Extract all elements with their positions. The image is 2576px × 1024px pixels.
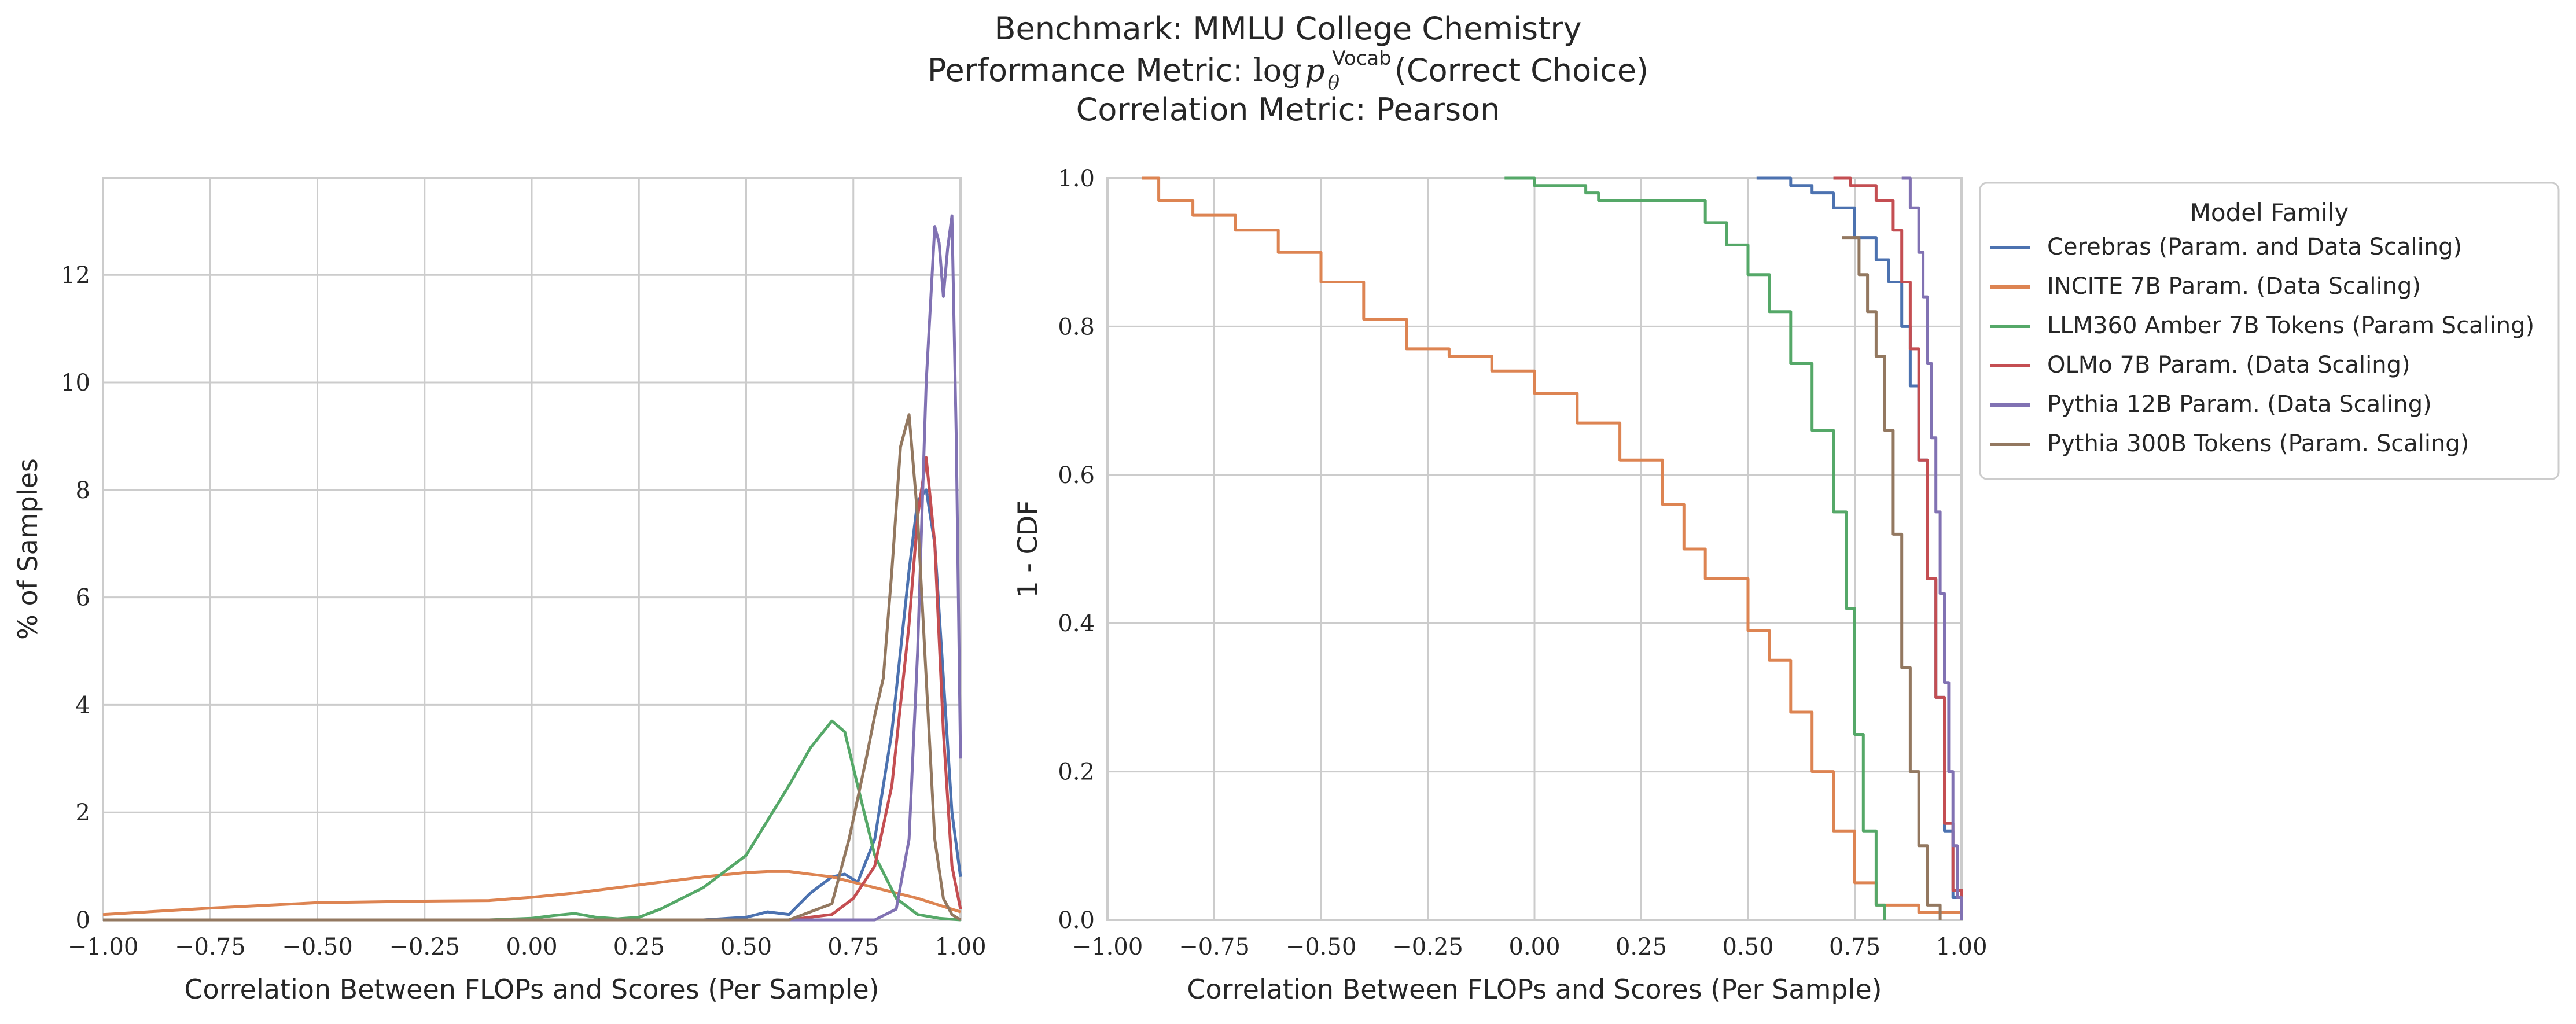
title-line-1: Benchmark: MMLU College Chemistry bbox=[994, 10, 1581, 47]
legend-label: INCITE 7B Param. (Data Scaling) bbox=[2047, 273, 2421, 300]
cdf-x-tick-label: 0.50 bbox=[1722, 934, 1773, 960]
figure-title: Benchmark: MMLU College Chemistry Perfor… bbox=[928, 10, 1648, 128]
cdf-line-incite-7b-param-data-scaling bbox=[1142, 176, 1963, 920]
kde-y-tick-label: 8 bbox=[76, 477, 90, 504]
cdf-x-axis-label: Correlation Between FLOPs and Scores (Pe… bbox=[1187, 974, 1882, 1005]
kde-y-tick-label: 2 bbox=[76, 800, 90, 826]
title-line-3: Correlation Metric: Pearson bbox=[1076, 91, 1500, 128]
cdf-x-tick-label: 1.00 bbox=[1935, 934, 1987, 960]
cdf-x-tick-label: −0.75 bbox=[1179, 934, 1250, 960]
cdf-x-tick-label: 0.00 bbox=[1508, 934, 1560, 960]
kde-series-lines bbox=[102, 214, 962, 922]
legend-item-cerebras-param-and-data-scaling: Cerebras (Param. and Data Scaling) bbox=[1990, 234, 2462, 260]
kde-x-tick-label: −0.25 bbox=[389, 934, 460, 960]
cdf-x-tick-label: 0.25 bbox=[1615, 934, 1667, 960]
kde-x-tick-label: −1.00 bbox=[68, 934, 139, 960]
cdf-x-tick-label: 0.75 bbox=[1829, 934, 1881, 960]
legend-item-olmo-7b-param-data-scaling: OLMo 7B Param. (Data Scaling) bbox=[1990, 352, 2411, 378]
kde-x-tick-label: −0.50 bbox=[282, 934, 353, 960]
legend-label: Pythia 300B Tokens (Param. Scaling) bbox=[2047, 430, 2469, 457]
cdf-line-llm360-amber-7b-tokens-param-scaling bbox=[1504, 176, 1886, 920]
title-line-2-prefix: Performance Metric: bbox=[928, 52, 1253, 89]
cdf-y-tick-label: 0.4 bbox=[1058, 610, 1095, 637]
legend-item-pythia-300b-tokens-param-scaling: Pythia 300B Tokens (Param. Scaling) bbox=[1990, 430, 2469, 457]
kde-x-axis-label: Correlation Between FLOPs and Scores (Pe… bbox=[184, 974, 879, 1005]
title-line-2-sub: θ bbox=[1328, 71, 1339, 94]
cdf-line-olmo-7b-param-data-scaling bbox=[1833, 176, 1963, 920]
kde-x-tick-label: 0.25 bbox=[613, 934, 665, 960]
cdf-y-axis-label: 1 - CDF bbox=[1012, 500, 1043, 598]
kde-y-tick-label: 6 bbox=[76, 585, 90, 612]
title-line-2-arg: (Correct Choice) bbox=[1394, 52, 1648, 89]
legend-items: Cerebras (Param. and Data Scaling) INCITE… bbox=[1990, 234, 2534, 457]
cdf-line-cerebras-param-and-data-scaling bbox=[1756, 176, 1963, 920]
cdf-line-pythia-12b-param-data-scaling bbox=[1901, 176, 1963, 920]
cdf-x-tick-label: −0.25 bbox=[1392, 934, 1463, 960]
title-line-2-p: p bbox=[1305, 52, 1325, 89]
legend: Model Family Cerebras (Param. and Data S… bbox=[1979, 182, 2560, 480]
kde-x-tick-label: 0.50 bbox=[720, 934, 772, 960]
kde-gridlines bbox=[102, 178, 962, 921]
legend-item-llm360-amber-7b-tokens-param-scaling: LLM360 Amber 7B Tokens (Param Scaling) bbox=[1990, 312, 2534, 339]
title-line-2-log: log bbox=[1253, 52, 1302, 89]
kde-line-pythia-300b-tokens-param-scaling bbox=[103, 413, 962, 922]
cdf-series-lines bbox=[1142, 176, 1963, 920]
kde-y-axis-label: % of Samples bbox=[12, 458, 43, 640]
cdf-line-pythia-300b-tokens-param-scaling bbox=[1842, 236, 1942, 920]
kde-y-tick-label: 10 bbox=[61, 370, 90, 396]
cdf-y-tick-label: 0.6 bbox=[1058, 462, 1095, 489]
kde-y-tick-labels: 0 2 4 6 8 10 12 bbox=[61, 262, 90, 934]
cdf-x-tick-labels: −1.00 −0.75 −0.50 −0.25 0.00 0.25 0.50 0.75 1.00 bbox=[1072, 934, 1988, 960]
cdf-y-tick-label: 1.0 bbox=[1058, 165, 1095, 192]
kde-y-tick-label: 0 bbox=[76, 907, 90, 934]
legend-label: LLM360 Amber 7B Tokens (Param Scaling) bbox=[2047, 312, 2534, 339]
legend-label: Cerebras (Param. and Data Scaling) bbox=[2047, 234, 2462, 260]
legend-label: OLMo 7B Param. (Data Scaling) bbox=[2047, 352, 2411, 378]
cdf-x-tick-label: −1.00 bbox=[1072, 934, 1143, 960]
cdf-x-tick-label: −0.50 bbox=[1286, 934, 1357, 960]
kde-panel: −1.00 −0.75 −0.50 −0.25 0.00 0.25 0.50 0.75 1.00… bbox=[12, 177, 987, 1005]
cdf-y-tick-label: 0.8 bbox=[1058, 314, 1095, 340]
kde-line-olmo-7b-param-data-scaling bbox=[103, 456, 962, 922]
legend-title: Model Family bbox=[2190, 198, 2349, 227]
legend-item-incite-7b-param-data-scaling: INCITE 7B Param. (Data Scaling) bbox=[1990, 273, 2421, 300]
kde-x-tick-label: −0.75 bbox=[175, 934, 246, 960]
title-line-2-sup: Vocab bbox=[1332, 47, 1392, 70]
title-line-2: Performance Metric: log p θ Vocab (Corre… bbox=[928, 47, 1648, 94]
legend-label: Pythia 12B Param. (Data Scaling) bbox=[2047, 391, 2432, 418]
kde-y-tick-label: 4 bbox=[76, 692, 90, 719]
legend-frame bbox=[1979, 182, 2560, 480]
legend-item-pythia-12b-param-data-scaling: Pythia 12B Param. (Data Scaling) bbox=[1990, 391, 2432, 418]
cdf-y-tick-label: 0.2 bbox=[1058, 759, 1095, 786]
kde-x-tick-label: 0.00 bbox=[506, 934, 557, 960]
kde-line-pythia-12b-param-data-scaling bbox=[103, 214, 962, 922]
cdf-y-tick-labels: 0.0 0.2 0.4 0.6 0.8 1.0 bbox=[1058, 165, 1095, 934]
kde-x-tick-label: 1.00 bbox=[934, 934, 986, 960]
kde-y-tick-label: 12 bbox=[61, 262, 90, 289]
kde-line-llm360-amber-7b-tokens-param-scaling bbox=[103, 719, 961, 922]
kde-x-tick-labels: −1.00 −0.75 −0.50 −0.25 0.00 0.25 0.50 0.75 1.00 bbox=[68, 934, 987, 960]
kde-line-incite-7b-param-data-scaling bbox=[102, 870, 961, 916]
cdf-panel: −1.00 −0.75 −0.50 −0.25 0.00 0.25 0.50 0.75 1.00… bbox=[1012, 165, 1988, 1005]
kde-x-tick-label: 0.75 bbox=[827, 934, 879, 960]
cdf-y-tick-label: 0.0 bbox=[1058, 907, 1095, 934]
